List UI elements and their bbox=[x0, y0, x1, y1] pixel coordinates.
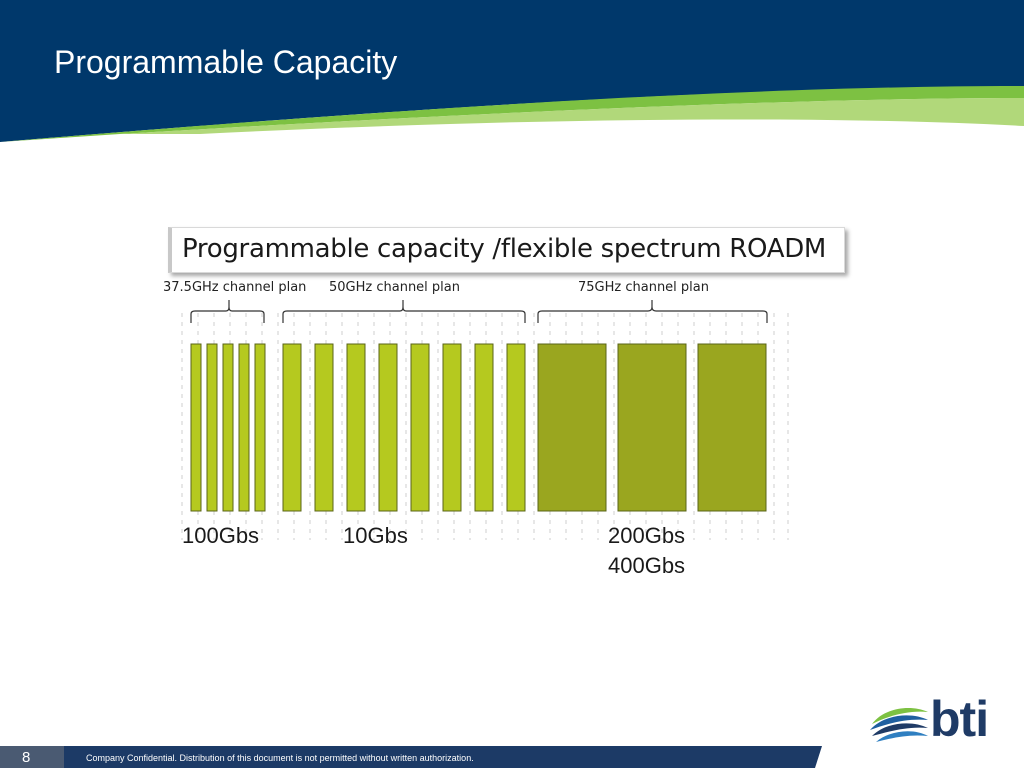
bti-logo-mark bbox=[870, 708, 928, 742]
channel-bar bbox=[442, 343, 462, 512]
channel-bar bbox=[282, 343, 302, 512]
channel-plan-label-75: 75GHz channel plan bbox=[578, 280, 709, 295]
footer-bar bbox=[0, 746, 822, 768]
channel-bars-75 bbox=[537, 343, 767, 512]
channel-bar bbox=[346, 343, 366, 512]
channel-bar bbox=[474, 343, 494, 512]
channel-plan-label-50: 50GHz channel plan bbox=[329, 280, 460, 295]
channel-bar bbox=[190, 343, 202, 512]
channel-bar bbox=[506, 343, 526, 512]
slide-title: Programmable Capacity bbox=[54, 44, 398, 80]
channel-bar bbox=[697, 343, 767, 512]
bracket-37-5 bbox=[190, 300, 265, 323]
channel-bars-50 bbox=[282, 343, 526, 512]
rate-label-100gbs: 100Gbs bbox=[182, 523, 260, 548]
channel-bar bbox=[378, 343, 398, 512]
channel-bar bbox=[238, 343, 250, 512]
callout-text: Programmable capacity /flexible spectrum… bbox=[182, 234, 827, 264]
channel-bar bbox=[617, 343, 687, 512]
channel-bar bbox=[410, 343, 430, 512]
channel-bar bbox=[254, 343, 266, 512]
rate-label-10gbs: 10Gbs bbox=[343, 523, 408, 548]
channel-bar bbox=[206, 343, 218, 512]
footer-confidential-text: Company Confidential. Distribution of th… bbox=[86, 753, 474, 763]
channel-bar bbox=[222, 343, 234, 512]
page-number: 8 bbox=[22, 749, 31, 766]
rate-label-200gbs: 200Gbs bbox=[608, 523, 686, 548]
channel-bars-37-5 bbox=[190, 343, 266, 512]
rate-label-400gbs: 400Gbs bbox=[608, 553, 686, 578]
bracket-75 bbox=[537, 300, 768, 323]
bracket-50 bbox=[282, 300, 526, 323]
bti-logo-text: bti bbox=[930, 691, 989, 747]
diagram-callout: Programmable capacity /flexible spectrum… bbox=[168, 227, 845, 273]
channel-bar bbox=[537, 343, 607, 512]
channel-plan-label-37-5: 37.5GHz channel plan bbox=[163, 280, 307, 295]
channel-bar bbox=[314, 343, 334, 512]
header-banner bbox=[0, 0, 1024, 142]
